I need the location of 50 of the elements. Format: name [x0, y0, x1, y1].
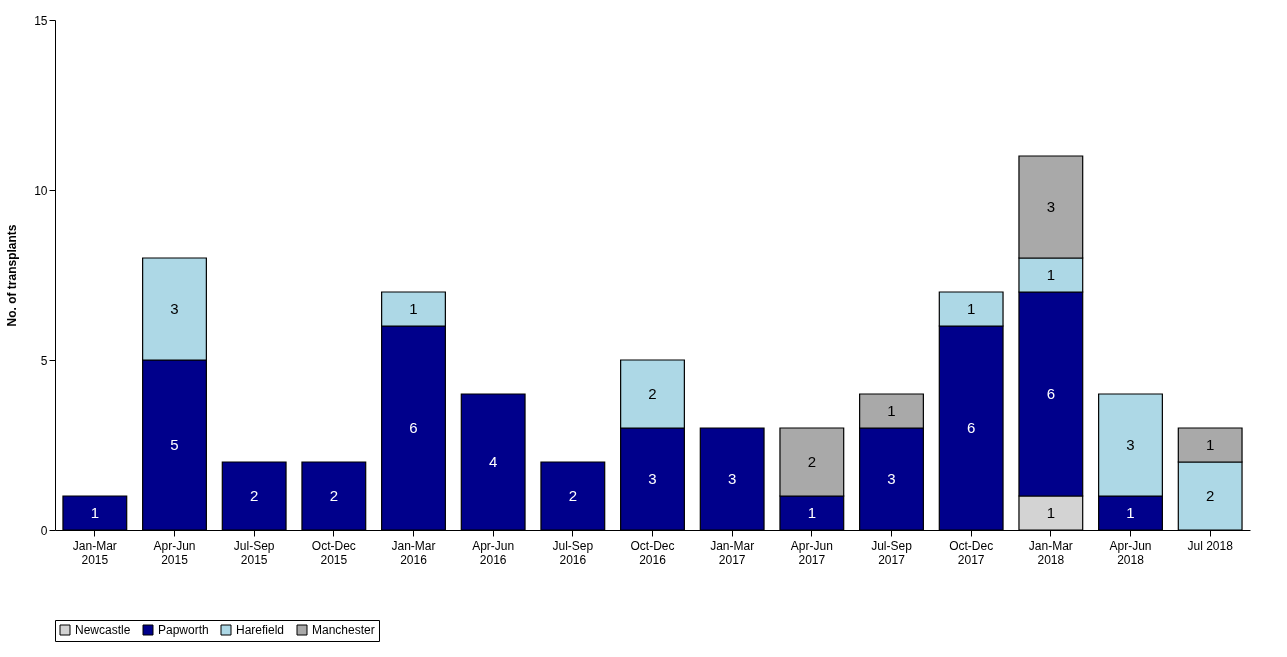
data-label: 1: [409, 300, 418, 317]
data-label: 1: [887, 402, 896, 419]
data-label: 1: [966, 300, 976, 317]
x-tick-label: Jan-Mar 2015: [72, 538, 117, 567]
y-tick-label: 0: [40, 523, 48, 538]
legend-label: Newcastle: [75, 623, 131, 637]
legend-label: Papworth: [158, 623, 209, 637]
x-tick-label: Apr-Jun 2018: [1109, 538, 1152, 567]
legend-label: Manchester: [312, 623, 375, 637]
data-label: 2: [568, 487, 578, 504]
data-label: 1: [90, 504, 100, 521]
x-tick-label: Apr-Jun 2015: [153, 538, 196, 567]
data-label: 1: [1205, 436, 1215, 453]
data-label: 3: [727, 470, 737, 487]
data-label: 2: [1205, 487, 1215, 504]
y-tick-label: 15: [34, 13, 48, 28]
x-tick-label: Jul-Sep 2017: [871, 538, 913, 567]
data-label: 6: [1046, 385, 1056, 402]
x-tick-label: Jan-Mar 2017: [710, 538, 755, 567]
data-label: 3: [1046, 198, 1056, 215]
data-label: 6: [409, 419, 418, 436]
data-label: 4: [488, 453, 498, 470]
data-label: 3: [648, 470, 657, 487]
data-label: 3: [170, 300, 179, 317]
data-label: 2: [807, 453, 817, 470]
data-label: 2: [249, 487, 259, 504]
data-label: 5: [170, 436, 179, 453]
y-tick-label: 10: [34, 183, 48, 198]
x-tick-label: Oct-Dec 2017: [949, 538, 994, 567]
x-tick-label: Apr-Jun 2016: [472, 538, 515, 567]
x-tick-label: Jul-Sep 2016: [552, 538, 594, 567]
data-label: 1: [1046, 266, 1056, 283]
legend-label: Harefield: [236, 623, 285, 637]
x-tick-label: Jan-Mar 2018: [1028, 538, 1073, 567]
x-tick-label: Oct-Dec 2015: [311, 538, 356, 567]
data-label: 1: [1046, 504, 1056, 521]
x-tick-label: Jul-Sep 2015: [233, 538, 275, 567]
x-tick-label: Jan-Mar 2016: [391, 538, 436, 567]
data-label: 3: [1126, 436, 1135, 453]
x-tick-label: Apr-Jun 2017: [790, 538, 833, 567]
y-tick-label: 5: [40, 353, 48, 368]
data-label: 3: [887, 470, 896, 487]
data-label: 1: [807, 504, 817, 521]
x-tick-label: Jul 2018: [1187, 538, 1234, 553]
data-label: 2: [648, 385, 657, 402]
data-label: 2: [329, 487, 339, 504]
data-label: 6: [966, 419, 976, 436]
y-axis-title: No. of transplants: [5, 224, 20, 327]
x-tick-label: Oct-Dec 2016: [630, 538, 675, 567]
data-label: 1: [1126, 504, 1135, 521]
